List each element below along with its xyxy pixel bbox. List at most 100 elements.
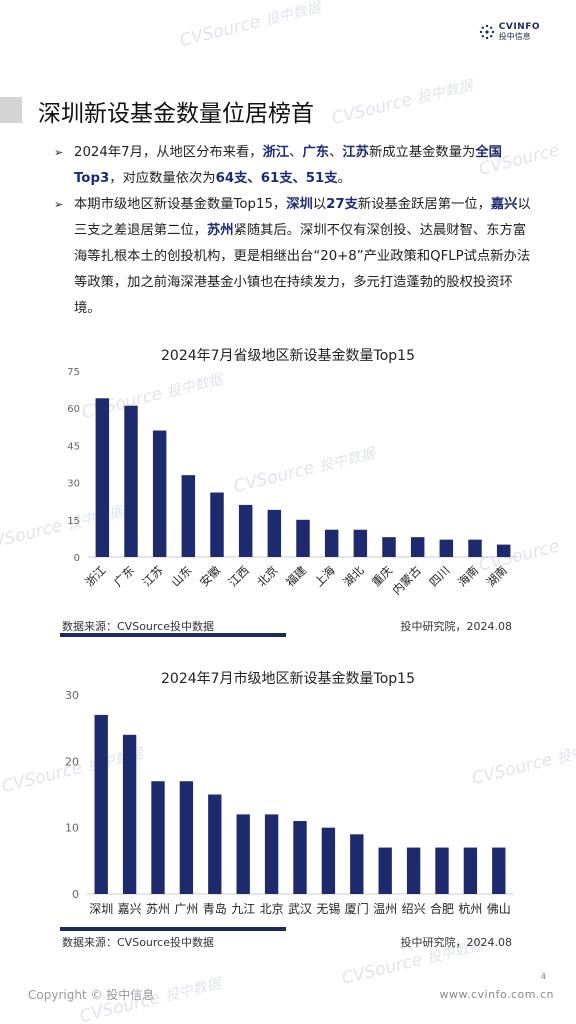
bar — [208, 794, 222, 894]
logo-sub: 投中信息 — [498, 32, 531, 41]
bar — [94, 714, 108, 894]
bar — [124, 405, 138, 557]
x-tick-label: 广东 — [111, 563, 137, 589]
watermark: CVSource 投中数据 — [0, 503, 125, 556]
bar — [181, 475, 196, 557]
x-tick-label: 武汉 — [288, 902, 312, 916]
source-left-city: 数据来源：CVSource投中数据 — [62, 936, 214, 949]
x-tick-label: 杭州 — [458, 901, 482, 916]
watermark: CVSource 投中数据 — [329, 77, 475, 130]
cvinfo-logo: CVINFO 投中信息 — [479, 22, 540, 42]
bullet-text: 本期市级地区新设基金数量Top15，深圳以27支新设基金跃居第一位，嘉兴以三支之… — [74, 197, 531, 316]
bar — [435, 847, 449, 894]
x-tick-label: 山东 — [168, 563, 194, 589]
highlight-text: 江苏 — [342, 145, 369, 160]
x-tick-label: 佛山 — [487, 902, 511, 916]
page-title: 深圳新设基金数量位居榜首 — [38, 101, 314, 127]
highlight-text: 全国Top3 — [74, 145, 502, 186]
bar — [492, 847, 506, 894]
source-right-city: 投中研究院，2024.08 — [400, 936, 513, 949]
x-tick-label: 四川 — [426, 563, 452, 589]
highlight-text: 浙江 — [262, 145, 290, 160]
bullet-list: ➢ 2024年7月，从地区分布来看，浙江、广东、江苏新成立基金数量为全国Top3… — [54, 140, 534, 322]
x-tick-label: 浙江 — [82, 563, 109, 590]
x-tick-label: 北京 — [254, 563, 280, 589]
arrow-bullet-icon: ➢ — [54, 198, 64, 211]
x-tick-label: 温州 — [373, 902, 397, 916]
watermark: CVSource 投中数据 — [177, 0, 323, 52]
bullet-segment: 、 — [329, 145, 343, 160]
bullet-segment: ，对应数量依次为 — [109, 171, 216, 186]
copyright: Copyright © 投中信息 — [28, 988, 155, 1002]
title-accent-bar — [0, 97, 22, 123]
x-tick-label: 广州 — [174, 902, 198, 916]
bar — [350, 834, 364, 894]
watermark: CVSource 投中数据 — [79, 371, 225, 424]
y-tick-label: 10 — [65, 822, 79, 835]
x-tick-label: 无锡 — [316, 901, 340, 916]
y-tick-label: 75 — [67, 367, 80, 378]
bullet-text: 2024年7月，从地区分布来看，浙江、广东、江苏新成立基金数量为全国Top3，对… — [74, 145, 502, 186]
x-tick-label: 苏州 — [146, 902, 170, 916]
y-tick-label: 30 — [65, 689, 79, 702]
source-right-province: 投中研究院，2024.08 — [400, 620, 513, 633]
y-tick-label: 60 — [67, 404, 80, 415]
bar — [321, 827, 336, 894]
bar — [439, 539, 454, 557]
bar — [152, 430, 167, 557]
x-tick-label: 海南 — [455, 563, 481, 589]
highlight-text: 深圳 — [286, 197, 313, 212]
highlight-text: 27支 — [326, 197, 358, 212]
bar — [468, 539, 482, 557]
x-tick-label: 湖南 — [484, 563, 510, 589]
website-link[interactable]: www.cvinfo.com.cn — [439, 988, 554, 1001]
chart-title-province: 2024年7月省级地区新设基金数量Top15 — [161, 348, 415, 364]
bullet-segment: 、 — [289, 145, 303, 160]
x-tick-label: 厦门 — [345, 901, 369, 916]
x-tick-label: 福建 — [283, 563, 310, 590]
watermark: CVSource 投中数据 — [0, 745, 145, 798]
watermark: CVSource — [476, 536, 562, 576]
y-tick-label: 0 — [72, 888, 79, 901]
x-tick-label: 安徽 — [197, 563, 224, 590]
bullet-segment: 本期市级地区新设基金数量Top15， — [74, 197, 287, 212]
bullet-segment: 新设基金跃居第一位， — [357, 197, 491, 212]
bullet-segment: 新成立基金数量为 — [368, 145, 476, 160]
watermark: CVSource 投中数据 — [469, 737, 576, 790]
bar — [324, 529, 339, 557]
x-tick-label: 北京 — [260, 902, 284, 916]
y-tick-label: 30 — [67, 479, 80, 490]
bar — [179, 781, 194, 894]
x-tick-label: 江苏 — [140, 563, 166, 589]
y-tick-label: 45 — [67, 441, 80, 452]
source-underline — [60, 633, 286, 637]
bar — [264, 814, 279, 894]
x-tick-label: 深圳 — [89, 902, 113, 916]
x-tick-label: 青岛 — [203, 901, 227, 916]
y-tick-label: 0 — [74, 553, 80, 564]
bullet-segment: 紧随其后。深圳不仅有深创投、达晨财智、东方富海等扎根本土的创投机构，更是相继出台… — [74, 223, 531, 316]
bullet-segment: 以 — [312, 197, 327, 212]
bullet-segment: 以三支之差退居第二位， — [74, 197, 531, 238]
x-tick-label: 上海 — [312, 563, 339, 590]
x-tick-label: 合肥 — [430, 901, 454, 916]
x-tick-label: 九江 — [231, 902, 255, 916]
bar — [293, 821, 307, 894]
bar — [296, 519, 310, 557]
bar — [236, 814, 250, 894]
bullet-item: ➢ 2024年7月，从地区分布来看，浙江、广东、江苏新成立基金数量为全国Top3… — [54, 140, 534, 192]
bar — [378, 847, 392, 894]
bullet-item: ➢ 本期市级地区新设基金数量Top15，深圳以27支新设基金跃居第一位，嘉兴以三… — [54, 192, 534, 322]
logo-brand: CVINFO — [498, 22, 540, 32]
source-left-province: 数据来源：CVSource投中数据 — [62, 620, 214, 633]
x-tick-label: 江西 — [226, 563, 252, 589]
x-tick-label: 重庆 — [369, 563, 396, 590]
chart-title-city: 2024年7月市级地区新设基金数量Top15 — [161, 671, 415, 687]
x-tick-label: 绍兴 — [402, 902, 426, 916]
bullet-segment: 。 — [337, 171, 351, 186]
bar — [267, 509, 282, 557]
bar — [210, 492, 224, 557]
highlight-text: 64支、61支、51支 — [215, 171, 338, 186]
bar — [151, 781, 165, 894]
cvinfo-logo-icon — [479, 24, 494, 40]
